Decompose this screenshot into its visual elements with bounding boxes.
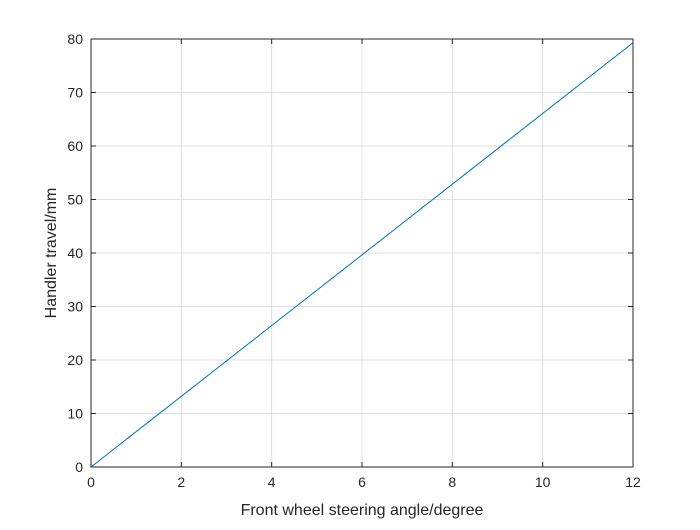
y-tick-label: 10 bbox=[67, 406, 83, 422]
y-tick-label: 30 bbox=[67, 299, 83, 315]
y-tick-label: 70 bbox=[67, 85, 83, 101]
x-tick-label: 10 bbox=[535, 474, 551, 490]
y-tick-label: 0 bbox=[75, 459, 83, 475]
x-tick-label: 12 bbox=[625, 474, 641, 490]
x-axis-label: Front wheel steering angle/degree bbox=[241, 502, 484, 519]
x-tick-label: 6 bbox=[358, 474, 366, 490]
x-tick-label: 8 bbox=[448, 474, 456, 490]
y-tick-label: 20 bbox=[67, 352, 83, 368]
series-line bbox=[90, 42, 634, 468]
series-layer bbox=[90, 42, 634, 468]
y-tick-label: 60 bbox=[67, 138, 83, 154]
y-tick-label: 80 bbox=[67, 31, 83, 47]
y-tick-label: 50 bbox=[67, 192, 83, 208]
x-tick-label: 2 bbox=[177, 474, 185, 490]
x-tick-label: 4 bbox=[268, 474, 276, 490]
ticks: 0 2 4 6 8 10 12 0 10 20 30 40 50 60 70 80 bbox=[67, 31, 641, 490]
x-tick-label: 0 bbox=[87, 474, 95, 490]
y-tick-label: 40 bbox=[67, 245, 83, 261]
y-axis-label: Handler travel/mm bbox=[43, 188, 60, 319]
